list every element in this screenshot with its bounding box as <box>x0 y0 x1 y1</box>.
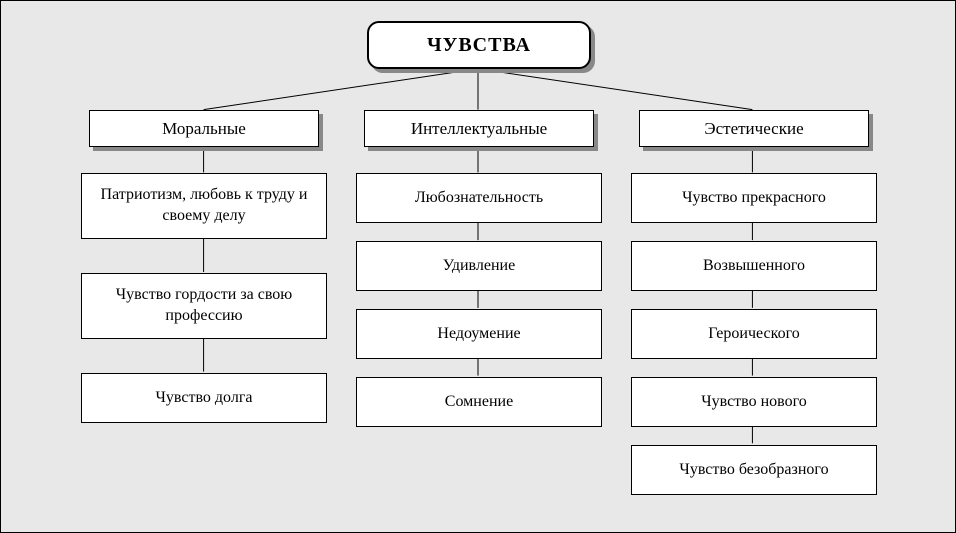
leaf-aesthetic-1: Возвышенного <box>631 241 877 291</box>
leaf-label: Чувство прекрасного <box>682 188 826 209</box>
leaf-label: Чувство безобразного <box>679 460 828 481</box>
leaf-intellectual-0: Любознательность <box>356 173 602 223</box>
leaf-intellectual-1: Удивление <box>356 241 602 291</box>
leaf-intellectual-3: Сомнение <box>356 377 602 427</box>
leaf-label: Чувство нового <box>701 392 807 413</box>
category-moral: Моральные <box>89 110 319 147</box>
leaf-moral-0: Патриотизм, любовь к труду и своему делу <box>81 173 327 239</box>
category-label: Моральные <box>162 119 246 139</box>
leaf-aesthetic-0: Чувство прекрасного <box>631 173 877 223</box>
leaf-intellectual-2: Недоумение <box>356 309 602 359</box>
leaf-label: Недоумение <box>437 324 520 345</box>
root-label: ЧУВСТВА <box>427 34 531 57</box>
category-label: Эстетические <box>704 119 803 139</box>
leaf-label: Сомнение <box>445 392 513 413</box>
category-intellectual: Интеллектуальные <box>364 110 594 147</box>
category-aesthetic: Эстетические <box>639 110 869 147</box>
leaf-moral-2: Чувство долга <box>81 373 327 423</box>
leaf-label: Любознательность <box>415 188 543 209</box>
root-node: ЧУВСТВА <box>367 21 591 69</box>
leaf-label: Удивление <box>443 256 515 277</box>
leaf-label: Патриотизм, любовь к труду и своему делу <box>92 185 316 227</box>
category-label: Интеллектуальные <box>411 119 547 139</box>
leaf-label: Чувство долга <box>156 388 253 409</box>
leaf-moral-1: Чувство гордости за свою профессию <box>81 273 327 339</box>
leaf-label: Возвышенного <box>703 256 805 277</box>
leaf-label: Героического <box>708 324 799 345</box>
leaf-aesthetic-4: Чувство безобразного <box>631 445 877 495</box>
leaf-aesthetic-3: Чувство нового <box>631 377 877 427</box>
leaf-aesthetic-2: Героического <box>631 309 877 359</box>
leaf-label: Чувство гордости за свою профессию <box>92 285 316 327</box>
diagram-canvas: ЧУВСТВА Моральные Интеллектуальные Эстет… <box>9 7 947 524</box>
